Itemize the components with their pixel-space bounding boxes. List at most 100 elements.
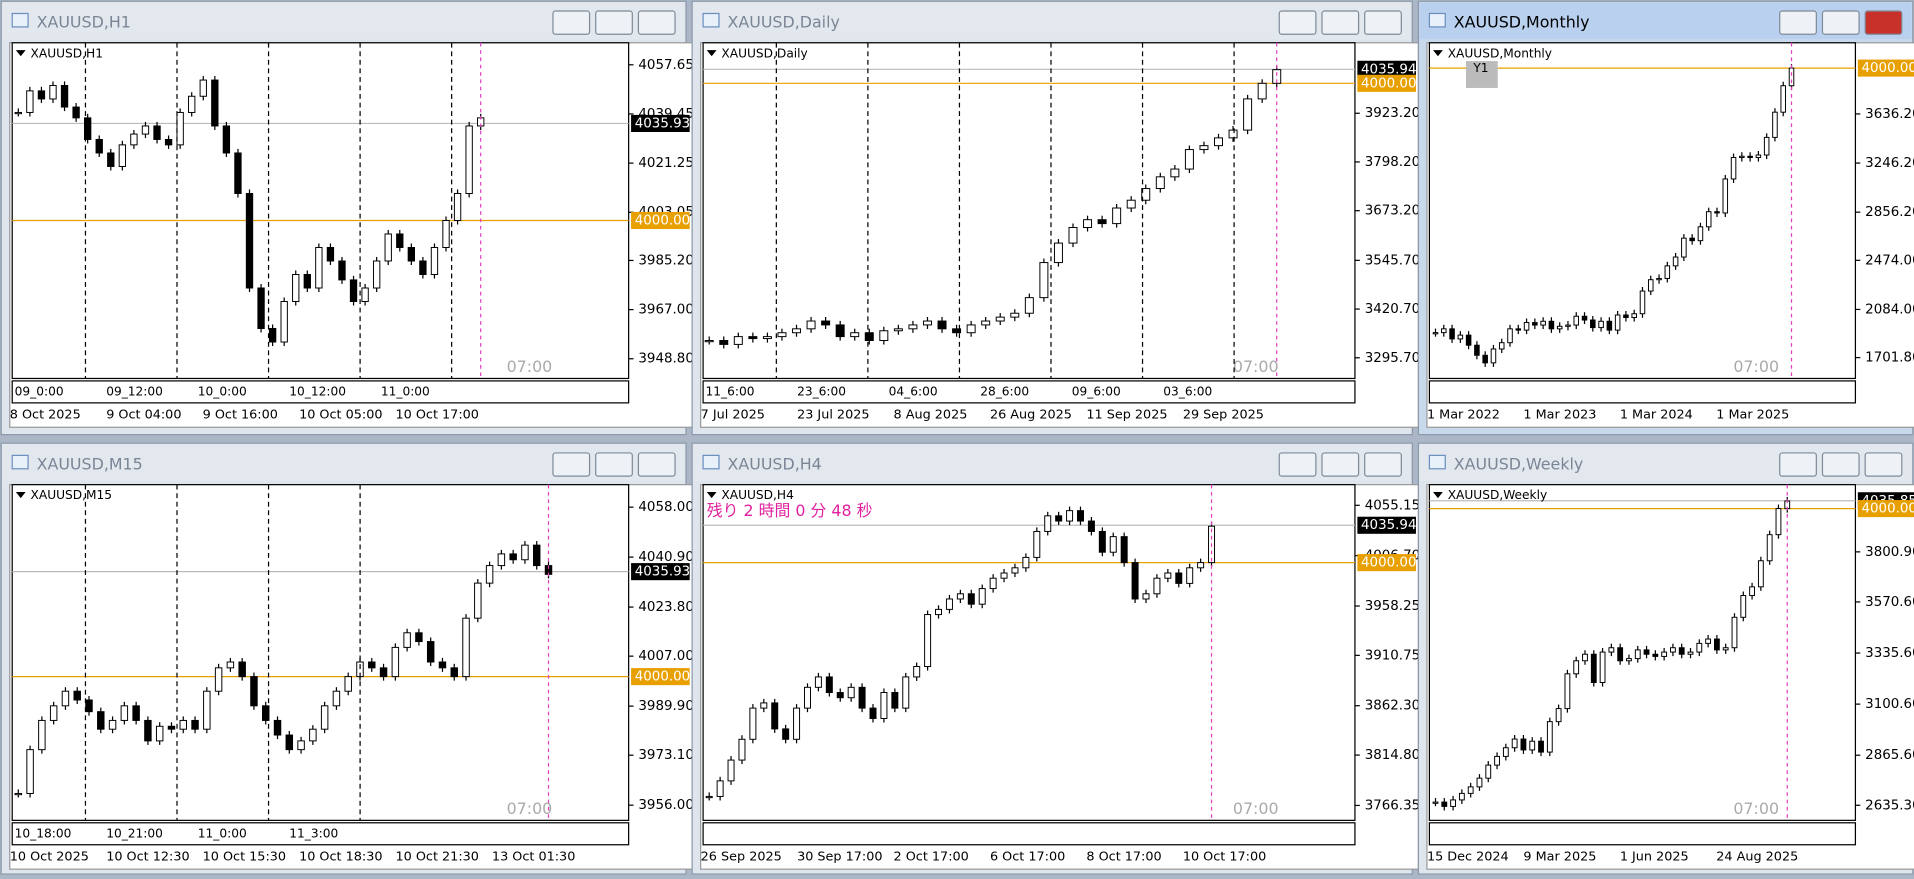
symbol-label: XAUUSD,H4: [721, 488, 794, 502]
candle-body: [130, 133, 138, 146]
symbol-label: XAUUSD,Daily: [721, 46, 807, 60]
y-tick-label: 3673.20: [1365, 204, 1420, 219]
candle-body: [1449, 328, 1455, 340]
candle-body: [222, 125, 231, 154]
candle-body: [967, 593, 975, 605]
candle-body: [426, 641, 435, 663]
minimize-button[interactable]: [1278, 10, 1317, 35]
minimize-button[interactable]: [552, 452, 591, 477]
candle-body: [338, 260, 346, 281]
separator-label: 11_0:00: [381, 384, 430, 398]
candle-body: [1184, 149, 1194, 170]
window-icon: [11, 12, 29, 28]
candle-body: [1788, 67, 1795, 87]
separator-label: 23_6:00: [797, 384, 846, 398]
candle-body: [320, 705, 329, 730]
candle-body: [847, 686, 855, 699]
candle-body: [1532, 322, 1538, 326]
candle-body: [989, 577, 997, 590]
candle-body: [532, 544, 541, 567]
candle-body: [1763, 136, 1770, 156]
minimize-button[interactable]: [1278, 452, 1317, 477]
close-button[interactable]: [637, 452, 676, 477]
separator-label: 10_18:00: [15, 826, 72, 840]
candle-body: [453, 192, 462, 221]
candle-body: [72, 106, 80, 119]
candle-body: [1441, 328, 1447, 334]
minimize-button[interactable]: [552, 10, 591, 35]
candle-body: [245, 192, 254, 289]
candle-body: [1465, 334, 1472, 346]
candle-body: [1467, 786, 1474, 794]
candle-body: [705, 795, 713, 799]
minimize-button[interactable]: [1779, 10, 1817, 35]
candle-body: [1546, 721, 1553, 753]
candle-body: [1555, 708, 1562, 723]
candle-body: [1482, 354, 1488, 364]
candle-body: [107, 152, 115, 167]
minimize-button[interactable]: [1779, 452, 1817, 477]
close-button[interactable]: [1364, 10, 1402, 35]
candle-body: [407, 247, 416, 262]
candle-body: [782, 728, 790, 740]
candle-body: [1749, 586, 1755, 597]
candle-body: [1565, 324, 1571, 327]
time-label: 1 Mar 2024: [1620, 408, 1693, 423]
menu-arrow: [1433, 50, 1443, 57]
candle-body: [450, 667, 458, 678]
candle-body: [1141, 188, 1151, 201]
candle-body: [262, 705, 270, 721]
candle-body: [1775, 508, 1782, 536]
maximize-button[interactable]: [1321, 10, 1360, 35]
time-label: 30 Sep 17:00: [797, 849, 882, 864]
close-button[interactable]: [637, 10, 676, 35]
candle-body: [1581, 315, 1588, 321]
candle-body: [806, 320, 816, 330]
close-button[interactable]: [1364, 452, 1402, 477]
maximize-button[interactable]: [1821, 452, 1860, 477]
maximize-button[interactable]: [595, 452, 633, 477]
maximize-button[interactable]: [1821, 10, 1860, 35]
candle-body: [14, 111, 22, 115]
candle-body: [1033, 530, 1041, 558]
candle-body: [1606, 320, 1613, 331]
plot-area: [1428, 42, 1857, 380]
time-band: [11, 380, 630, 404]
candle-body: [880, 692, 888, 719]
candle-body: [1109, 536, 1117, 553]
candle-body: [292, 274, 300, 302]
candle-body: [981, 320, 991, 326]
window-icon: [1428, 12, 1446, 28]
candle-body: [1066, 510, 1074, 522]
maximize-button[interactable]: [1321, 452, 1360, 477]
candle-body: [49, 84, 57, 100]
y-tick-label: 4058.00: [638, 500, 693, 515]
close-button[interactable]: [1864, 452, 1903, 477]
y-tick-label: 3862.30: [1365, 699, 1420, 714]
maximize-button[interactable]: [595, 10, 633, 35]
candle-body: [26, 749, 34, 794]
candle-body: [73, 690, 81, 701]
candle-body: [176, 111, 184, 146]
candle-body: [1076, 510, 1084, 522]
candle-body: [361, 287, 369, 302]
period-badge[interactable]: [1466, 61, 1498, 88]
y-tick-label: 3246.20: [1865, 156, 1914, 171]
candle-body: [777, 332, 787, 338]
candle-body: [61, 690, 70, 707]
candle-body: [850, 332, 860, 338]
candle-body: [814, 676, 822, 688]
price-tag: [631, 114, 690, 132]
candle-body: [1199, 145, 1209, 151]
price-tag-label: 4035.93: [635, 116, 690, 131]
y-tick-label: 2635.30: [1865, 798, 1914, 813]
candle-body: [303, 274, 311, 289]
candle-body: [1120, 536, 1128, 564]
close-button[interactable]: [1864, 10, 1903, 35]
candle-body: [1458, 792, 1465, 801]
price-tag: [1857, 59, 1914, 77]
period-badge-label: Y1: [1472, 61, 1488, 75]
time-label: 10 Oct 12:30: [106, 849, 189, 864]
plot-area: [11, 42, 630, 380]
